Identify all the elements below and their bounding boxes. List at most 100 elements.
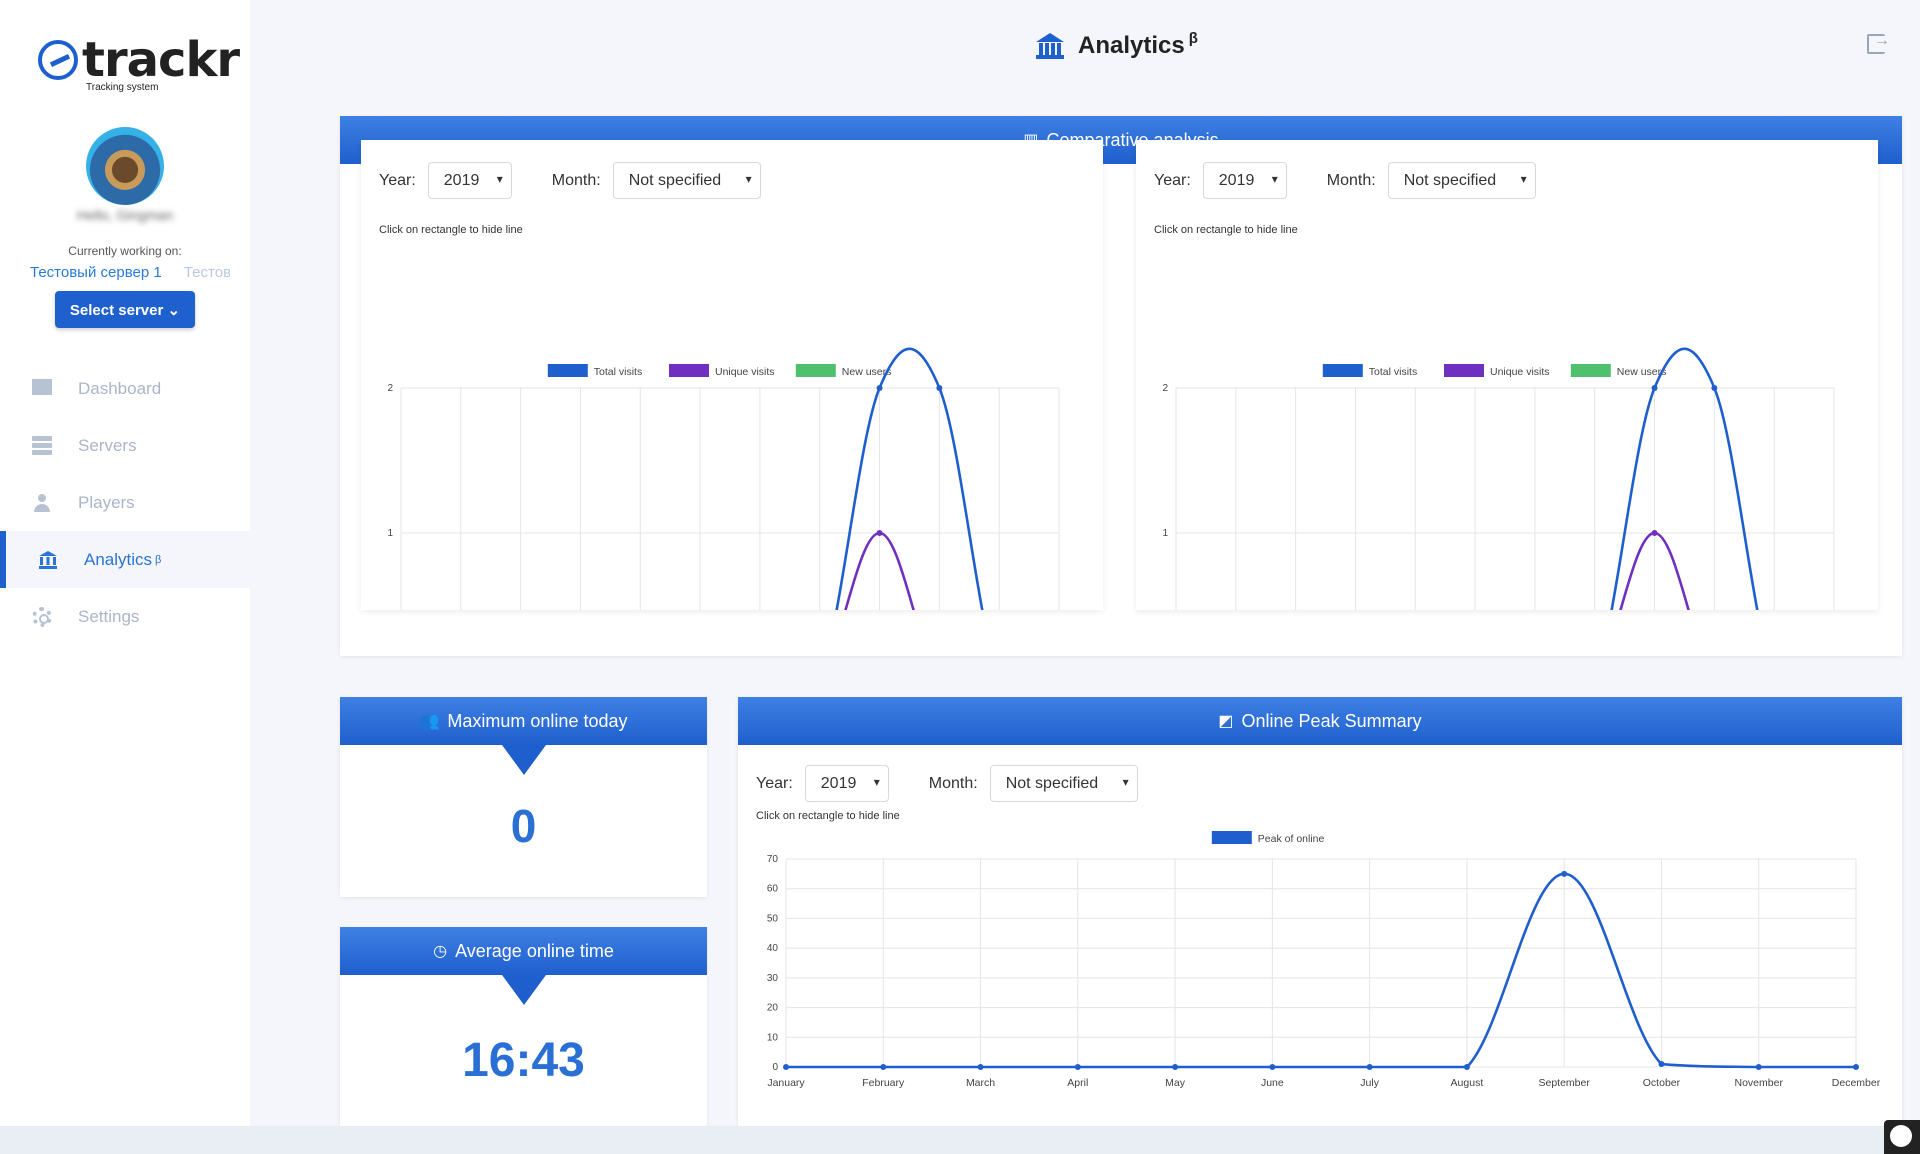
sidebar-nav: Dashboard Servers Players Analytics β Set… <box>0 360 250 645</box>
legend-label: Total visits <box>1369 366 1417 378</box>
bank-icon <box>1036 33 1064 59</box>
visits-chart-right: 012JanuaryFebruaryMarchAprilMayJuneJulyA… <box>1162 347 1835 610</box>
x-tick-label: July <box>1360 1077 1379 1089</box>
pointer-arrow <box>501 745 546 775</box>
user-greeting: Hello, Gingman <box>76 207 174 223</box>
comparative-panel-left: Year: 2019 Month: Not specified Click on… <box>361 140 1103 610</box>
legend-swatch[interactable] <box>795 364 836 377</box>
legend-swatch[interactable] <box>669 364 709 377</box>
data-point[interactable] <box>1463 1064 1470 1070</box>
comparative-panel-right: Year: 2019 Month: Not specified Click on… <box>1136 140 1878 610</box>
year-select[interactable]: 2019 <box>427 162 512 199</box>
x-tick-label: May <box>1165 1077 1186 1089</box>
month-select[interactable]: Not specified <box>612 162 761 199</box>
select-server-button[interactable]: Select server ⌄ <box>55 291 195 328</box>
year-select[interactable]: 2019 <box>804 765 889 802</box>
legend-item[interactable]: Total visits <box>547 364 642 378</box>
year-select[interactable]: 2019 <box>1202 162 1287 199</box>
legend-item[interactable]: Peak of online <box>1211 831 1325 845</box>
data-point[interactable] <box>1269 1064 1276 1070</box>
sidebar-item-label: Analytics <box>84 549 153 569</box>
legend-label: Unique visits <box>1490 366 1550 378</box>
visits-chart-left: 012JanuaryFebruaryMarchAprilMayJuneJulyA… <box>387 347 1060 610</box>
logout-icon[interactable] <box>1867 32 1890 54</box>
filters: Year: 2019 Month: Not specified <box>756 765 1148 802</box>
legend-item[interactable]: New users <box>1570 364 1667 378</box>
data-point[interactable] <box>1651 530 1658 536</box>
legend-item[interactable]: New users <box>795 364 892 378</box>
data-point[interactable] <box>1366 1064 1373 1070</box>
legend-item[interactable]: Total visits <box>1322 364 1417 378</box>
year-value: 2019 <box>1218 171 1255 189</box>
series-total-visits <box>835 347 984 610</box>
current-server[interactable]: Тестовый сервер 1 <box>30 264 162 281</box>
card-title: Online Peak Summary <box>1241 710 1422 731</box>
data-point[interactable] <box>1853 1064 1859 1070</box>
servers-icon <box>32 435 52 456</box>
legend-item[interactable]: Unique visits <box>669 364 775 378</box>
data-point[interactable] <box>876 530 883 536</box>
users-icon: 👥 <box>419 713 440 730</box>
legend-label: New users <box>1617 366 1667 378</box>
page-title: Analytics β <box>1036 28 1198 64</box>
data-point[interactable] <box>1755 1064 1762 1070</box>
legend-swatch[interactable] <box>1322 364 1363 377</box>
legend-swatch[interactable] <box>547 364 588 377</box>
gear-icon <box>32 606 52 627</box>
footer-bar <box>0 1126 1920 1154</box>
y-tick-label: 2 <box>387 383 393 394</box>
month-select[interactable]: Not specified <box>989 765 1138 802</box>
legend-swatch[interactable] <box>1444 364 1484 377</box>
sidebar-item-settings[interactable]: Settings <box>0 588 250 645</box>
sidebar: trackr Tracking system Hello, Gingman Cu… <box>0 0 250 1126</box>
working-on-label: Currently working on: <box>68 244 182 258</box>
chart-hint: Click on rectangle to hide line <box>379 224 523 236</box>
sidebar-item-analytics[interactable]: Analytics β <box>0 531 250 588</box>
filters: Year: 2019 Month: Not specified <box>379 162 771 199</box>
x-tick-label: December <box>1832 1077 1881 1089</box>
year-value: 2019 <box>443 171 480 189</box>
data-point[interactable] <box>977 1064 984 1070</box>
data-point[interactable] <box>876 385 883 391</box>
sidebar-item-servers[interactable]: Servers <box>0 417 250 474</box>
data-point[interactable] <box>1172 1064 1179 1070</box>
server-carousel: Тестовый сервер 1 Тестовый сервер 2 <box>30 264 230 284</box>
x-tick-label: November <box>1735 1077 1784 1089</box>
avatar <box>86 127 164 205</box>
sidebar-item-dashboard[interactable]: Dashboard <box>0 360 250 417</box>
logo[interactable]: trackr Tracking system <box>38 32 240 94</box>
legend-swatch[interactable] <box>1570 364 1611 377</box>
y-tick-label: 2 <box>1162 383 1168 394</box>
data-point[interactable] <box>1074 1064 1081 1070</box>
sidebar-item-players[interactable]: Players <box>0 474 250 531</box>
month-value: Not specified <box>628 171 722 189</box>
sidebar-item-label: Servers <box>78 435 137 455</box>
series-peak-of-online <box>783 870 1859 1070</box>
avg-online-header: ◷ Average online time <box>340 927 707 1005</box>
y-tick-label: 50 <box>767 913 779 924</box>
month-label: Month: <box>1326 171 1376 189</box>
symfony-debug-icon[interactable] <box>1884 1120 1920 1154</box>
data-point[interactable] <box>783 1064 789 1070</box>
series-unique-visits <box>844 530 915 610</box>
month-select[interactable]: Not specified <box>1387 162 1536 199</box>
y-tick-label: 60 <box>767 884 779 895</box>
dashboard-icon <box>32 378 52 399</box>
next-server[interactable]: Тестовый сервер 2 <box>183 264 230 281</box>
card-title: Average online time <box>455 940 614 961</box>
month-value: Not specified <box>1403 171 1497 189</box>
legend-swatch[interactable] <box>1211 831 1252 844</box>
max-online-header: 👥 Maximum online today <box>340 697 707 775</box>
data-point[interactable] <box>880 1064 887 1070</box>
data-point[interactable] <box>1651 385 1658 391</box>
data-point[interactable] <box>936 385 943 391</box>
x-tick-label: October <box>1643 1077 1681 1089</box>
data-point[interactable] <box>1711 385 1718 391</box>
data-point[interactable] <box>1561 870 1568 877</box>
beta-badge: β <box>155 553 162 566</box>
y-tick-label: 20 <box>767 1003 779 1014</box>
legend-item[interactable]: Unique visits <box>1444 364 1550 378</box>
data-point[interactable] <box>1658 1061 1665 1068</box>
series-unique-visits <box>1619 530 1690 610</box>
sidebar-item-label: Players <box>78 492 135 512</box>
